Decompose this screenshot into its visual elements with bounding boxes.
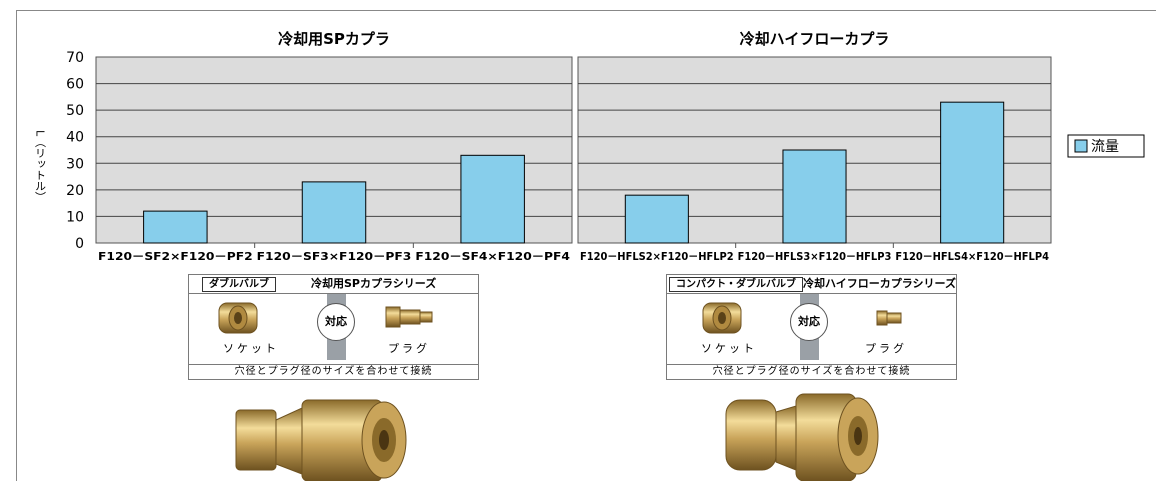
valve-type-tag: ダブルバルブ bbox=[202, 277, 276, 292]
bar bbox=[301, 181, 367, 244]
bar bbox=[940, 101, 1005, 244]
y-tick-label: 60 bbox=[66, 77, 84, 93]
x-category-label: F120－SF2×F120－PF2 bbox=[98, 250, 253, 263]
plug-icon bbox=[876, 310, 902, 326]
socket-icon bbox=[218, 302, 258, 334]
bar bbox=[624, 194, 689, 244]
plug-label: プラグ bbox=[388, 342, 430, 355]
bar bbox=[143, 210, 208, 244]
y-tick-label: 50 bbox=[66, 103, 84, 119]
page-frame bbox=[16, 10, 1156, 481]
coupler-panel-highflow: コンパクト・ダブルバルブ 冷却ハイフローカプラシリーズ 対応 ソケット プラグ … bbox=[666, 274, 957, 380]
y-tick-label: 30 bbox=[66, 156, 84, 172]
x-category-label: F120－SF3×F120－PF3 bbox=[257, 250, 412, 263]
x-category-label: F120－HFLS3×F120－HFLP3 bbox=[738, 250, 892, 263]
legend-swatch bbox=[1074, 139, 1088, 153]
series-name: 冷却用SPカプラシリーズ bbox=[311, 277, 437, 290]
coupler-panel-sp: ダブルバルブ 冷却用SPカプラシリーズ 対応 ソケット プラグ 穴径とプラグ径の… bbox=[188, 274, 479, 380]
compatible-badge: 対応 bbox=[790, 303, 828, 341]
socket-icon bbox=[702, 302, 742, 334]
y-tick-label: 10 bbox=[66, 209, 84, 225]
panel-header: ダブルバルブ 冷却用SPカプラシリーズ bbox=[189, 275, 478, 294]
y-axis-label: L（リットル） bbox=[34, 130, 47, 202]
flow-bar-charts: 0 10 20 30 40 50 60 70 冷却用SPカプラ F120－SF2×F120－PF2… bbox=[34, 30, 1145, 263]
highflow-coupler-photo bbox=[725, 393, 879, 481]
panel-header: コンパクト・ダブルバルブ 冷却ハイフローカプラシリーズ bbox=[667, 275, 956, 294]
compatible-badge: 対応 bbox=[317, 303, 355, 341]
legend: 流量 bbox=[1067, 134, 1145, 158]
plug-icon bbox=[385, 306, 433, 328]
x-category-label: F120－SF4×F120－PF4 bbox=[415, 250, 570, 263]
y-tick-label: 20 bbox=[66, 183, 84, 199]
x-category-label: F120－HFLS4×F120－HFLP4 bbox=[895, 250, 1049, 263]
connection-note: 穴径とプラグ径のサイズを合わせて接続 bbox=[667, 364, 956, 379]
connection-note: 穴径とプラグ径のサイズを合わせて接続 bbox=[189, 364, 478, 379]
bar bbox=[782, 149, 847, 244]
y-tick-label: 0 bbox=[75, 236, 84, 252]
valve-type-tag: コンパクト・ダブルバルブ bbox=[669, 277, 803, 292]
legend-label: 流量 bbox=[1091, 139, 1119, 155]
chart-title: 冷却ハイフローカプラ bbox=[740, 30, 890, 48]
bar bbox=[460, 154, 525, 244]
y-tick-label: 70 bbox=[66, 50, 84, 66]
socket-label: ソケット bbox=[701, 342, 757, 355]
series-name: 冷却ハイフローカプラシリーズ bbox=[803, 277, 957, 290]
chart-title: 冷却用SPカプラ bbox=[278, 30, 390, 48]
y-tick-label: 40 bbox=[66, 130, 84, 146]
plug-label: プラグ bbox=[865, 342, 907, 355]
x-category-label: F120－HFLS2×F120－HFLP2 bbox=[580, 250, 734, 263]
socket-label: ソケット bbox=[223, 342, 279, 355]
sp-coupler-photo bbox=[235, 399, 407, 481]
